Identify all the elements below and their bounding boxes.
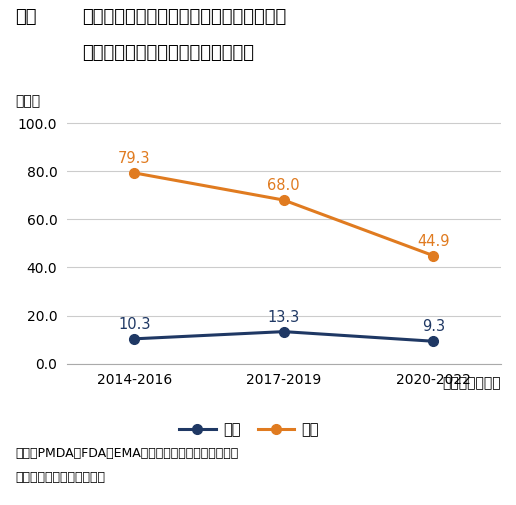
Text: 9.3: 9.3 — [422, 319, 445, 334]
Text: 68.0: 68.0 — [267, 178, 300, 193]
Text: 44.9: 44.9 — [417, 234, 449, 248]
Text: 79.3: 79.3 — [118, 151, 151, 166]
Text: よるドラッグ・ラグの中央値の推移: よるドラッグ・ラグの中央値の推移 — [83, 44, 254, 62]
不同 — [131, 170, 137, 176]
Line: 不同: 不同 — [130, 168, 438, 261]
Text: （月）: （月） — [15, 94, 41, 109]
Text: 日本と欧米の承認取得企業が同一か否かに: 日本と欧米の承認取得企業が同一か否かに — [83, 8, 287, 26]
Text: （日本承認年）: （日本承認年） — [442, 376, 501, 390]
同一 — [131, 336, 137, 342]
Legend: 同一, 不同: 同一, 不同 — [173, 416, 325, 443]
同一 — [281, 329, 287, 335]
同一 — [430, 338, 437, 344]
Text: 図９: 図９ — [15, 8, 37, 26]
Text: 出所：PMDA、FDA、EMAの各公開情報をもとに医薬産: 出所：PMDA、FDA、EMAの各公開情報をもとに医薬産 — [15, 447, 239, 460]
Line: 同一: 同一 — [130, 327, 438, 346]
Text: 10.3: 10.3 — [118, 317, 151, 332]
不同 — [281, 197, 287, 203]
Text: 13.3: 13.3 — [268, 310, 300, 325]
不同 — [430, 252, 437, 259]
Text: 業政策研究所にて作成: 業政策研究所にて作成 — [15, 471, 105, 484]
